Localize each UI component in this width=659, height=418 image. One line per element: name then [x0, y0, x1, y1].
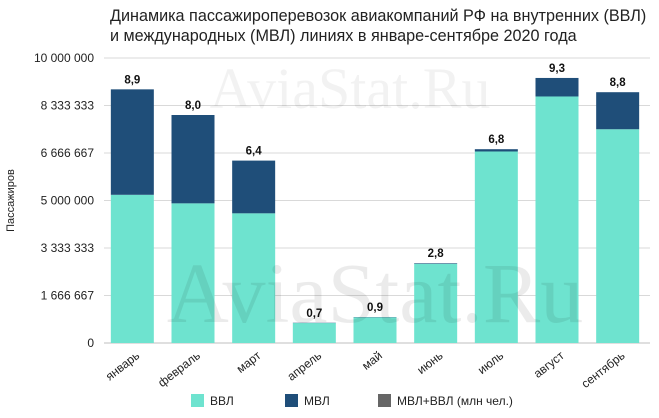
- bar-vvl: [232, 213, 276, 343]
- bar-vvl: [171, 203, 215, 343]
- x-tick-label: июнь: [414, 348, 445, 377]
- x-tick-label: февраль: [155, 348, 203, 390]
- legend-swatch: [191, 394, 204, 407]
- bar-mvl: [232, 160, 276, 214]
- x-tick-label: март: [234, 348, 264, 376]
- x-tick-label: январь: [103, 348, 142, 383]
- y-tick-label: 8 333 333: [41, 99, 95, 113]
- bar-vvl: [414, 263, 458, 343]
- bar-mvl: [414, 263, 458, 264]
- x-tick-label: июль: [475, 348, 506, 377]
- y-tick-label: 0: [87, 336, 94, 350]
- bar-vvl: [596, 129, 640, 343]
- total-data-label: 2,8: [428, 248, 445, 260]
- y-tick-label: 6 666 667: [41, 146, 95, 160]
- total-data-label: 6,8: [488, 134, 505, 146]
- y-tick-label: 10 000 000: [34, 51, 94, 65]
- total-data-label: 8,0: [185, 100, 201, 112]
- x-tick-label: май: [359, 348, 385, 372]
- x-tick-label: август: [531, 348, 567, 381]
- legend-label: ВВЛ: [210, 394, 234, 408]
- y-tick-label: 5 000 000: [41, 194, 95, 208]
- total-data-label: 0,7: [306, 308, 322, 320]
- bar-mvl: [474, 149, 518, 152]
- legend-label: МВЛ: [304, 394, 330, 408]
- x-tick-label: сентябрь: [579, 348, 628, 390]
- total-data-label: 6,4: [246, 146, 263, 158]
- watermark-bottom: AviaStat.Ru: [167, 245, 583, 341]
- total-data-label: 9,3: [549, 63, 565, 75]
- bar-mvl: [171, 115, 215, 204]
- legend-swatch: [285, 394, 298, 407]
- y-tick-label: 3 333 333: [41, 241, 95, 255]
- x-tick-label: апрель: [285, 348, 325, 383]
- bar-mvl: [596, 92, 640, 130]
- watermark-top: AviaStat.Ru: [210, 56, 491, 121]
- bar-mvl: [110, 89, 154, 195]
- total-data-label: 8,8: [610, 77, 627, 89]
- chart-title: Динамика пассажироперевозок авиакомпаний…: [110, 7, 647, 45]
- bar-vvl: [535, 96, 579, 343]
- total-data-label: 8,9: [124, 74, 140, 86]
- bar-vvl: [474, 151, 518, 343]
- legend-swatch: [378, 394, 391, 407]
- total-data-label: 0,9: [367, 302, 383, 314]
- bar-vvl: [110, 194, 154, 343]
- bar-vvl: [353, 317, 397, 343]
- legend-label: МВЛ+ВВЛ (млн чел.): [397, 394, 513, 408]
- bar-vvl: [292, 323, 336, 343]
- y-axis-label: Пассажиров: [5, 169, 17, 232]
- y-tick-label: 1 666 667: [41, 289, 95, 303]
- bar-mvl: [535, 77, 579, 97]
